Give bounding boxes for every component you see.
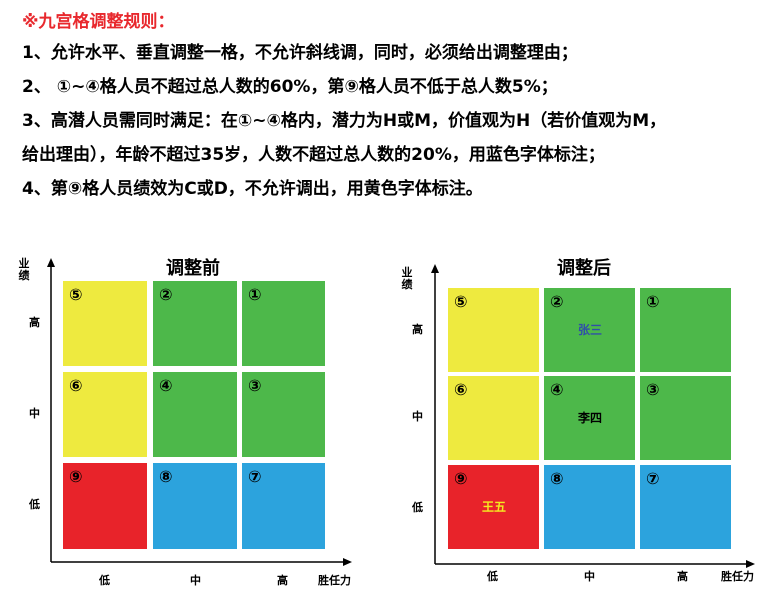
after-cell-person: 李四 xyxy=(578,411,603,425)
before-cell-r2c2: ④ xyxy=(153,372,237,457)
before-cell-r3c3: ⑦ xyxy=(242,463,325,549)
rule-line-2: 2、 ①~④格人员不超过总人数的60%，第⑨格人员不低于总人数5%； xyxy=(22,77,558,97)
grid-before-y-high: 高 xyxy=(29,316,40,329)
before-cell-r1c2: ② xyxy=(153,281,237,366)
grid-after-y-low: 低 xyxy=(412,501,423,514)
rules-title: ※九宫格调整规则： xyxy=(22,12,175,32)
grid-before-y-low: 低 xyxy=(29,498,40,511)
before-cell-r2c1: ⑥ xyxy=(63,372,147,457)
grid-before-title: 调整前 xyxy=(166,258,220,279)
before-cell-number: ① xyxy=(248,285,262,304)
grid-before-x-mid: 中 xyxy=(190,574,201,587)
before-cell-r3c2: ⑧ xyxy=(153,463,237,549)
grid-after-x-title: 胜任力 xyxy=(721,570,754,583)
after-cell-number: ③ xyxy=(646,380,660,399)
before-cell-r3c1: ⑨ xyxy=(63,463,147,549)
before-cell-r1c1: ⑤ xyxy=(63,281,147,366)
before-cell-number: ④ xyxy=(159,376,173,395)
before-cell-number: ③ xyxy=(248,376,262,395)
after-cell-number: ⑧ xyxy=(550,469,564,488)
rule-line-3: 3、高潜人员需同时满足：在①~④格内，潜力为H或M，价值观为H（若价值观为M， xyxy=(22,111,667,131)
rule-line-1: 1、允许水平、垂直调整一格，不允许斜线调，同时，必须给出调整理由； xyxy=(22,43,578,63)
after-cell-number: ④ xyxy=(550,380,564,399)
grid-after-axes xyxy=(431,264,755,568)
before-cell-number: ⑧ xyxy=(159,467,173,486)
after-cell-r1c1: ⑤ xyxy=(448,288,539,372)
before-cell-number: ⑥ xyxy=(69,376,83,395)
grid-after-title: 调整后 xyxy=(557,258,611,279)
after-cell-number: ② xyxy=(550,292,564,311)
grid-after-y-high: 高 xyxy=(412,323,423,336)
after-cell-r1c3: ① xyxy=(640,288,731,372)
after-cell-r2c2: ④ 李四 xyxy=(544,376,635,460)
grid-before-x-title: 胜任力 xyxy=(318,574,351,587)
grid-after: 调整后 业绩 高 中 低 低 中 高 胜任力 ⑤ ② 张三 ① ⑥ ④ 李四 ③ ⑨ 王五 ⑧ ⑦ xyxy=(395,250,779,600)
grid-before-y-title: 业绩 xyxy=(18,257,30,282)
after-cell-r3c2: ⑧ xyxy=(544,465,635,549)
grid-after-x-low: 低 xyxy=(487,570,498,583)
after-cell-number: ⑥ xyxy=(454,380,468,399)
after-cell-number: ⑤ xyxy=(454,292,468,311)
before-cell-number: ⑤ xyxy=(69,285,83,304)
grid-after-y-mid: 中 xyxy=(412,410,423,423)
after-cell-person: 张三 xyxy=(578,323,603,337)
after-cell-r2c1: ⑥ xyxy=(448,376,539,460)
grid-before-y-mid: 中 xyxy=(29,407,40,420)
grid-after-y-title: 业绩 xyxy=(401,266,413,291)
after-cell-r2c3: ③ xyxy=(640,376,731,460)
before-cell-number: ② xyxy=(159,285,173,304)
after-cell-r3c1: ⑨ 王五 xyxy=(448,465,539,549)
rules-section: ※九宫格调整规则： 1、允许水平、垂直调整一格，不允许斜线调，同时，必须给出调整… xyxy=(22,8,772,206)
rule-line-5: 4、第⑨格人员绩效为C或D，不允许调出，用黄色字体标注。 xyxy=(22,179,483,199)
after-cell-number: ① xyxy=(646,292,660,311)
before-cell-r2c3: ③ xyxy=(242,372,325,457)
before-cell-number: ⑨ xyxy=(69,467,83,486)
after-cell-person: 王五 xyxy=(482,500,507,514)
grid-before: 调整前 业绩 高 中 低 低 中 高 胜任力 ⑤ ② ① ⑥ ④ ③ ⑨ ⑧ ⑦ xyxy=(0,250,380,600)
grid-before-x-high: 高 xyxy=(277,574,288,587)
grid-after-x-mid: 中 xyxy=(584,570,595,583)
grid-before-x-low: 低 xyxy=(99,574,110,587)
before-cell-r1c3: ① xyxy=(242,281,325,366)
grid-before-axes xyxy=(47,258,352,566)
after-cell-number: ⑦ xyxy=(646,469,660,488)
after-cell-number: ⑨ xyxy=(454,469,468,488)
grid-after-x-high: 高 xyxy=(677,570,688,583)
before-cell-number: ⑦ xyxy=(248,467,262,486)
rule-line-4: 给出理由），年龄不超过35岁，人数不超过总人数的20%，用蓝色字体标注； xyxy=(22,145,605,165)
after-cell-r1c2: ② 张三 xyxy=(544,288,635,372)
after-cell-r3c3: ⑦ xyxy=(640,465,731,549)
